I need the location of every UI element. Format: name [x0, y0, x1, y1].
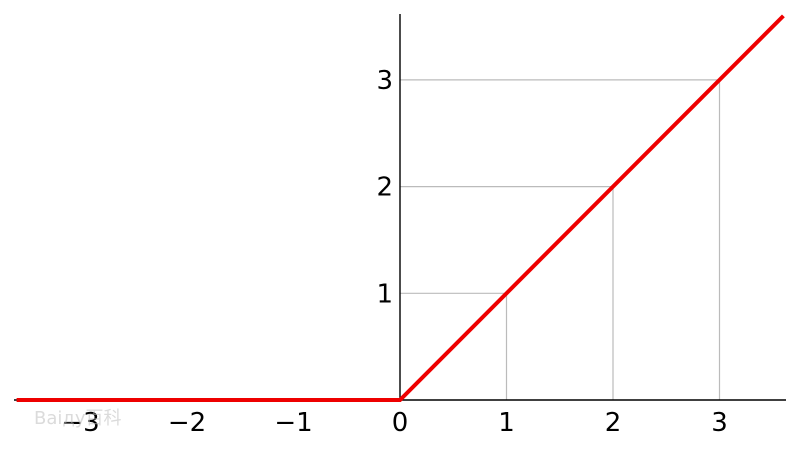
y-tick-label: 1 — [376, 279, 393, 309]
series-group — [16, 14, 785, 402]
x-tick-labels: −3 −2 −1 0 1 2 3 — [61, 408, 727, 438]
y-tick-label: 2 — [376, 173, 393, 203]
x-tick-label: −2 — [168, 408, 206, 438]
x-tick-label: −1 — [274, 408, 312, 438]
y-tick-labels: 1 2 3 — [376, 66, 393, 309]
x-tick-label: 1 — [498, 408, 515, 438]
axes — [14, 14, 786, 401]
x-tick-label: −3 — [61, 408, 99, 438]
grid-guides — [400, 79, 721, 400]
series-line — [16, 14, 785, 402]
x-tick-label: 2 — [605, 408, 622, 438]
x-tick-label: 0 — [392, 408, 409, 438]
x-tick-label: 3 — [711, 408, 728, 438]
y-tick-label: 3 — [376, 66, 393, 96]
